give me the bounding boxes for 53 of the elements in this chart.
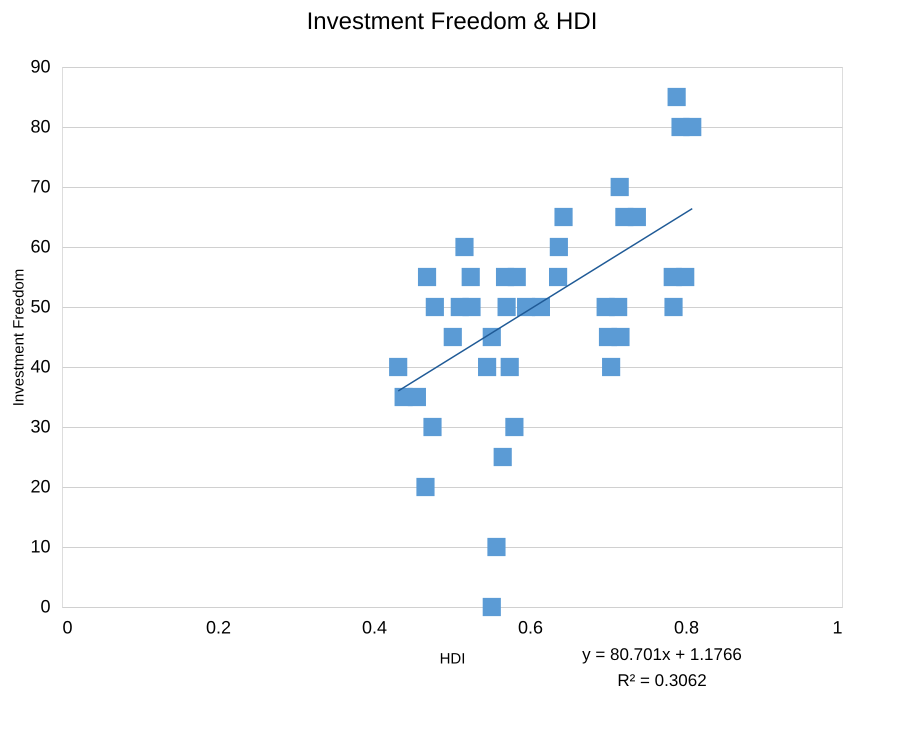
- point: [418, 268, 436, 286]
- point: [498, 298, 516, 316]
- y-tick-label: 30: [30, 416, 50, 436]
- point: [426, 298, 444, 316]
- point: [505, 418, 524, 436]
- point: [554, 208, 573, 226]
- y-tick-label: 40: [30, 356, 50, 376]
- point: [664, 298, 683, 316]
- point: [609, 298, 628, 316]
- point: [611, 328, 630, 346]
- y-tick-label: 70: [30, 176, 50, 196]
- text: y = 80.701x + 1.1766: [582, 645, 742, 664]
- point: [532, 298, 550, 316]
- y-tick-label: 10: [30, 536, 50, 556]
- point: [676, 268, 694, 286]
- point: [548, 268, 568, 286]
- x-tick-label: 1: [832, 618, 842, 638]
- y-tick-label: 0: [40, 596, 50, 616]
- point: [478, 358, 496, 376]
- point: [494, 448, 512, 466]
- point: [444, 328, 462, 346]
- point: [455, 238, 474, 256]
- y-tick-label: 60: [30, 236, 50, 256]
- point: [500, 358, 519, 376]
- y-tick-label: 20: [30, 476, 50, 496]
- point: [628, 208, 646, 226]
- point: [508, 268, 526, 286]
- point: [482, 328, 501, 346]
- x-tick-label: 0.6: [518, 618, 544, 638]
- point: [423, 418, 442, 436]
- y-tick-label: 80: [30, 116, 50, 136]
- x-tick-label: 0.2: [206, 618, 232, 638]
- chart-title: Investment Freedom & HDI: [306, 8, 598, 35]
- point: [416, 478, 435, 496]
- x-axis-title: HDI: [440, 650, 466, 668]
- x-tick-label: 0.4: [362, 618, 388, 638]
- point: [550, 238, 568, 256]
- point: [389, 358, 408, 376]
- y-axis-title: Investment Freedom: [10, 268, 28, 406]
- y-tick-label: 90: [30, 56, 50, 76]
- y-tick-label: 50: [30, 296, 50, 316]
- x-tick-label: 0.8: [674, 618, 700, 638]
- point: [668, 88, 686, 106]
- point: [602, 358, 620, 376]
- point: [408, 388, 426, 406]
- point: [683, 118, 702, 136]
- point: [462, 268, 480, 286]
- point: [482, 598, 501, 616]
- text: R² = 0.3062: [617, 671, 707, 690]
- x-tick-label: 0: [62, 618, 73, 638]
- point: [462, 298, 481, 316]
- point: [610, 178, 629, 196]
- point: [487, 538, 506, 556]
